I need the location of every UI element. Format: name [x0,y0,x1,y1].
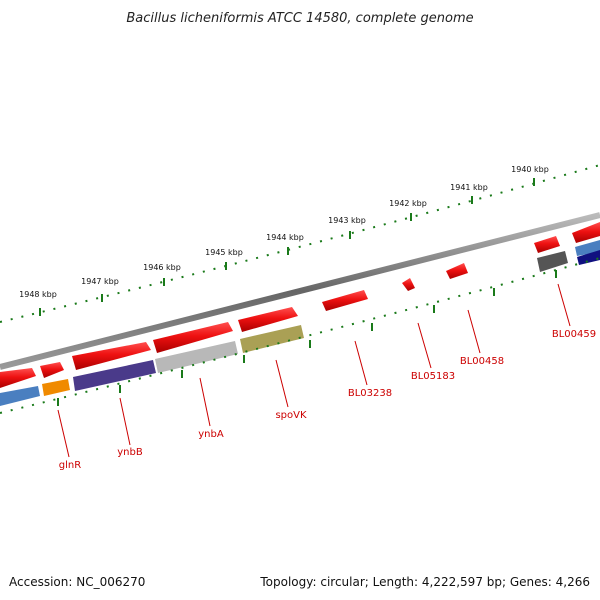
feature-bar-purple [73,360,156,391]
inner-tick-dots [0,257,600,414]
gene-label-BL00458: BL00458 [460,356,504,367]
leader-line [557,283,571,327]
feature-bar-gray [155,341,238,373]
kbp-label: 1943 kbp [328,216,366,225]
kbp-labels: 1948 kbp 1947 kbp 1946 kbp 1945 kbp 1944… [19,165,549,299]
gene-label-ynbA: ynbA [198,429,224,440]
outer-tick-row [0,164,600,323]
gene-arrow [446,263,468,279]
label-leaders [57,283,571,458]
feature-bar-blue [0,386,40,406]
gene-arrow [40,362,64,378]
leader-line [119,397,131,446]
gene-label-BL05183: BL05183 [411,371,455,382]
feature-bar-orange [42,379,70,396]
gene-arrow [402,278,415,291]
gene-label-glnR: glnR [59,460,81,471]
feature-bar-olive [240,325,304,353]
leader-line [57,409,70,458]
feature-bar-darkgray [537,251,568,272]
gene-arrow [0,368,36,388]
leader-line [354,340,368,386]
kbp-label: 1942 kbp [389,199,427,208]
genome-summary-text: Topology: circular; Length: 4,222,597 bp… [259,575,590,589]
gene-label-BL00459: BL00459 [552,329,596,340]
gene-label-spoVK: spoVK [275,410,307,421]
gene-arrow [322,290,368,311]
kbp-label: 1948 kbp [19,290,57,299]
genome-backbone [0,212,600,370]
kbp-label: 1945 kbp [205,248,243,257]
feature-bar-navy [577,250,600,265]
accession-text: Accession: NC_006270 [9,575,145,589]
kbp-label: 1946 kbp [143,263,181,272]
gene-label-ynbB: ynbB [117,447,143,458]
leader-line [417,322,432,369]
inner-tick-row [0,257,600,414]
gene-label-BL03238: BL03238 [348,388,392,399]
leader-line [467,309,481,354]
gene-arrow [72,342,151,370]
leader-line [275,359,289,408]
kbp-label: 1944 kbp [266,233,304,242]
kbp-label: 1940 kbp [511,165,549,174]
feature-bars [0,240,600,406]
kbp-label: 1947 kbp [81,277,119,286]
outer-tick-dots [0,164,600,323]
gene-arrow [153,322,233,353]
map-title: Bacillus licheniformis ATCC 14580, compl… [126,11,473,26]
gene-arrow [534,236,560,253]
leader-line [199,377,211,427]
gene-arrow [238,307,298,332]
gene-arrow [572,222,600,243]
kbp-label: 1941 kbp [450,183,488,192]
gene-labels: glnR ynbB ynbA spoVK BL03238 BL05183 BL0… [59,329,596,471]
forward-strand-genes [0,222,600,388]
